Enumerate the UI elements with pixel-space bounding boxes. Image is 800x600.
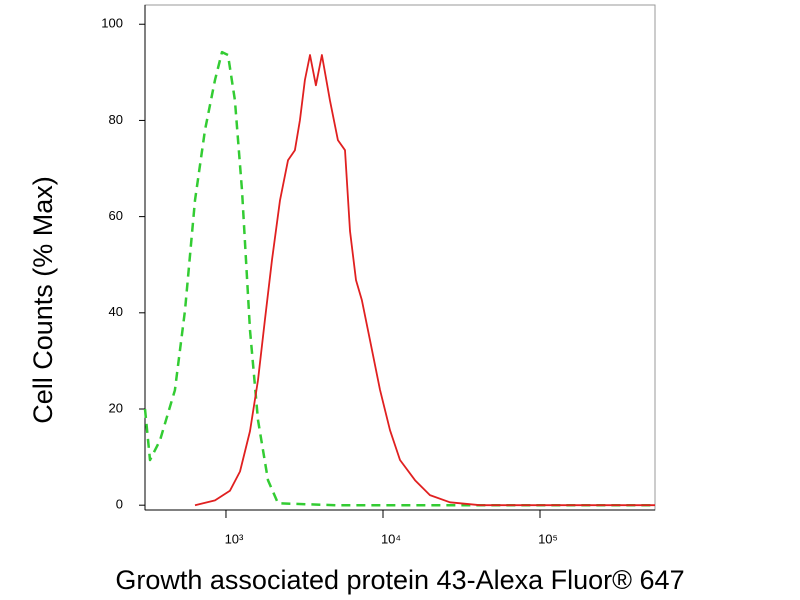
y-tick-label: 40 [109,304,123,319]
series-line [194,54,655,507]
x-tick-label: 10⁴ [381,531,401,546]
plot-frame [144,4,656,511]
series-line [143,50,655,507]
y-tick-label: 0 [116,497,123,512]
y-tick-label: 20 [109,400,123,415]
x-tick-label: 10⁵ [538,531,558,546]
x-tick-label: 10³ [225,531,244,546]
y-tick-label: 100 [101,16,123,31]
x-axis-title: Growth associated protein 43-Alexa Fluor… [115,565,684,595]
y-tick-label: 60 [109,208,123,223]
y-tick-label: 80 [109,112,123,127]
y-axis-title: Cell Counts (% Max) [28,176,58,424]
